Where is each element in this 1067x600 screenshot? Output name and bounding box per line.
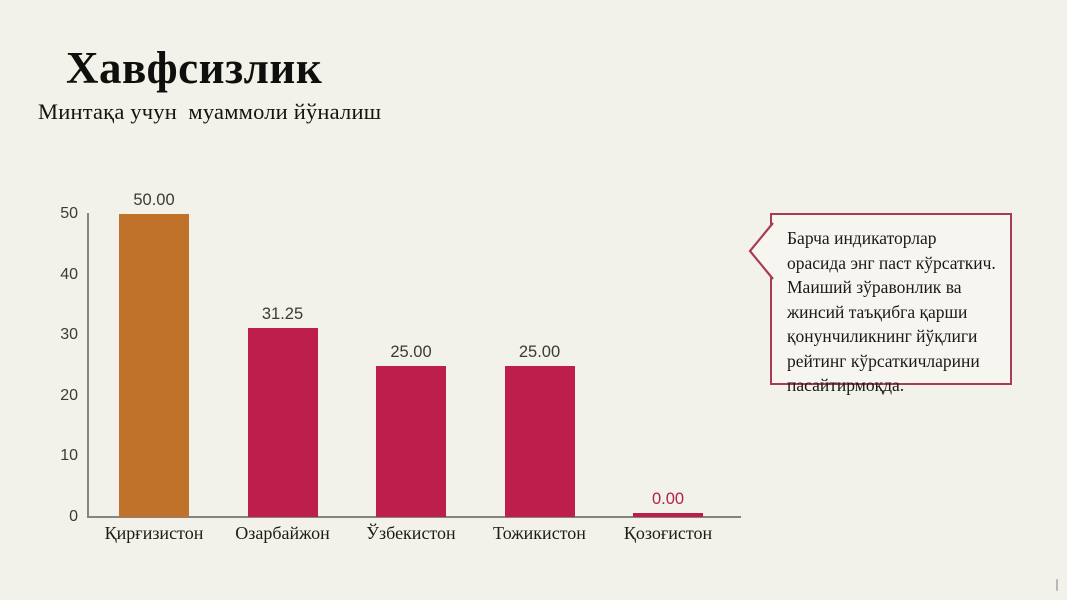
scrollbar-thumb[interactable] [1056, 579, 1058, 591]
y-tick-label: 50 [60, 205, 78, 222]
category-label: Қирғизистон [104, 523, 204, 543]
category-label: Ўзбекистон [366, 523, 456, 543]
bar [504, 365, 575, 517]
category-label: Тожикистон [493, 523, 586, 543]
bar-value-label: 50.00 [133, 191, 175, 209]
page-title: Хавфсизлик [66, 43, 323, 93]
y-tick-label: 30 [60, 326, 78, 344]
y-axis-line [87, 213, 89, 518]
bar-value-label: 0.00 [651, 490, 685, 508]
callout-arrow-icon [748, 222, 774, 280]
callout: Барча индикаторлар орасида энг паст кўрс… [748, 213, 1012, 395]
bar [119, 214, 189, 517]
x-axis-line [87, 516, 741, 518]
bar [247, 327, 318, 517]
y-tick-label: 10 [60, 447, 78, 465]
bar [633, 513, 703, 517]
y-tick-label: 0 [69, 508, 78, 525]
category-label: Озарбайжон [235, 523, 330, 543]
category-label: Қозоғистон [623, 523, 713, 543]
y-tick-label: 40 [60, 265, 78, 283]
callout-text: Барча индикаторлар орасида энг паст кўрс… [787, 228, 996, 395]
bar-value-label: 25.00 [518, 342, 561, 361]
bar-value-label: 31.25 [261, 304, 304, 323]
bar-value-label: 25.00 [390, 342, 432, 361]
bar-chart: 0 10 20 30 40 50 50.00 Қирғизистон 31.25 Озарбайж… [60, 191, 741, 543]
bar [376, 365, 446, 517]
y-tick-label: 20 [60, 386, 78, 404]
page-subtitle: Минтақа учун муаммоли йўналиш [38, 99, 382, 124]
